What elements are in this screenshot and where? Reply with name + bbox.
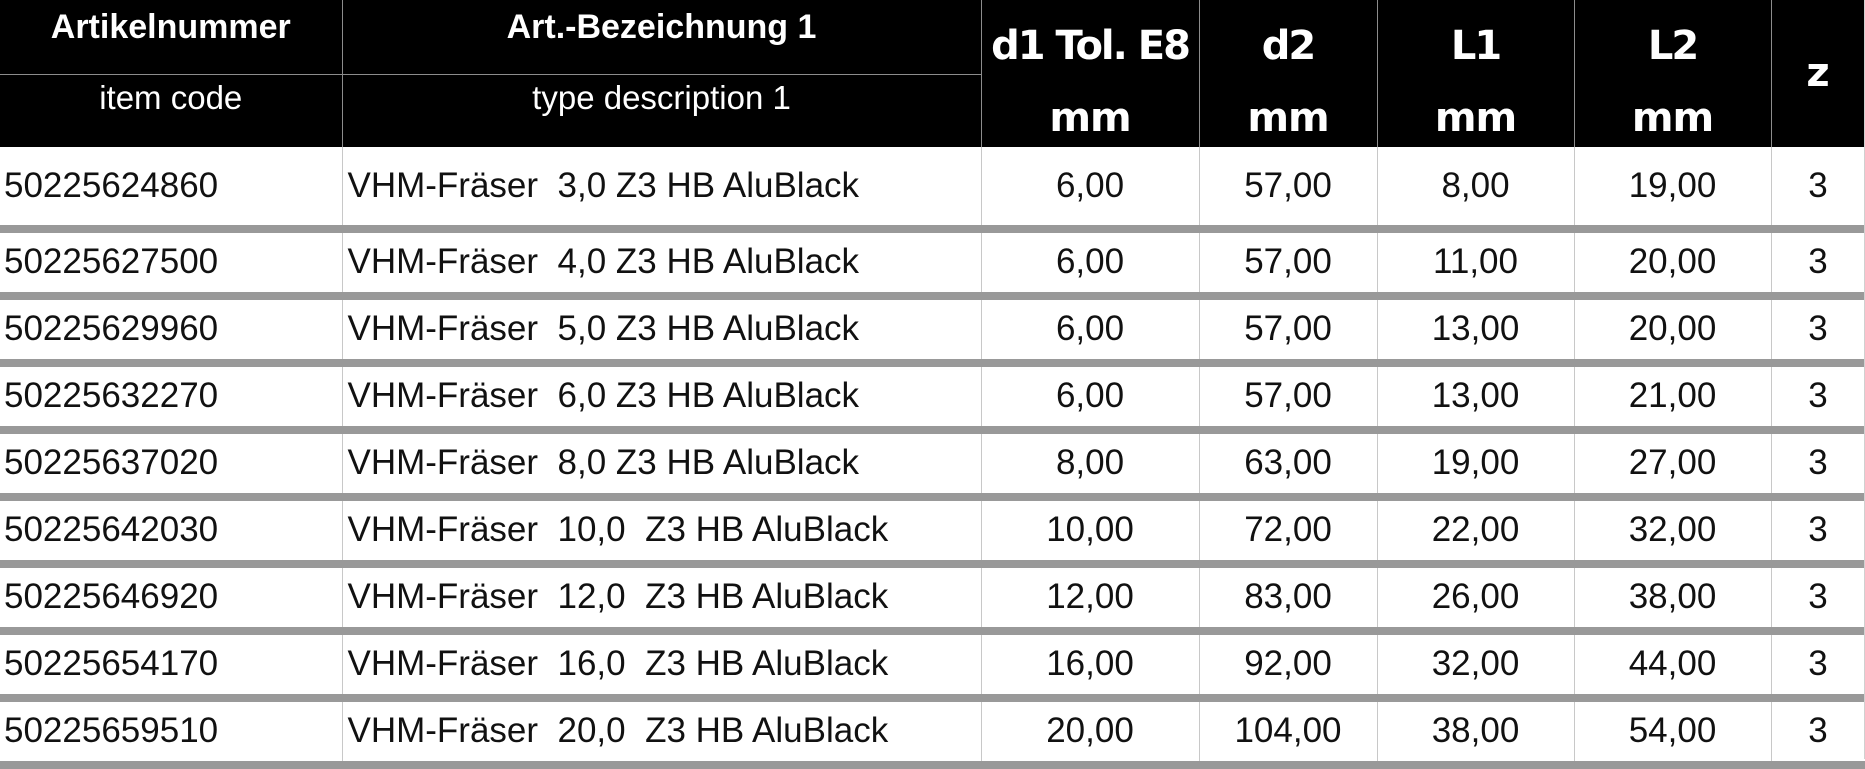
header-item-code-de: Artikelnummer — [0, 0, 342, 75]
cell-l2: 27,00 — [1573, 429, 1771, 501]
cell-z: 3 — [1770, 295, 1865, 367]
header-item-code-en: item code — [0, 74, 342, 147]
cell-l2: 44,00 — [1573, 630, 1771, 702]
cell-d2: 57,00 — [1198, 362, 1377, 434]
cell-l1: 13,00 — [1376, 295, 1574, 367]
cell-description: VHM-Fräser 20,0 Z3 HB AluBlack — [341, 697, 981, 769]
table-body: 50225624860 VHM-Fräser 3,0 Z3 HB AluBlac… — [0, 146, 1865, 769]
cell-z: 3 — [1770, 228, 1865, 300]
cell-item-code: 50225654170 — [0, 630, 342, 702]
table-row: 50225624860 VHM-Fräser 3,0 Z3 HB AluBlac… — [0, 146, 1865, 233]
cell-d2: 92,00 — [1198, 630, 1377, 702]
cell-l1: 38,00 — [1376, 697, 1574, 769]
cell-d1: 10,00 — [980, 496, 1199, 568]
table-row: 50225637020 VHM-Fräser 8,0 Z3 HB AluBlac… — [0, 429, 1865, 501]
cell-d2: 57,00 — [1198, 295, 1377, 367]
cell-z: 3 — [1770, 563, 1865, 635]
cell-d1: 6,00 — [980, 362, 1199, 434]
cell-l2: 38,00 — [1573, 563, 1771, 635]
cell-l1: 8,00 — [1376, 146, 1574, 233]
cell-d2: 104,00 — [1198, 697, 1377, 769]
table-row: 50225632270 VHM-Fräser 6,0 Z3 HB AluBlac… — [0, 362, 1865, 434]
cell-l1: 26,00 — [1376, 563, 1574, 635]
cell-d1: 6,00 — [980, 146, 1199, 233]
cell-l2: 20,00 — [1573, 295, 1771, 367]
cell-l1: 13,00 — [1376, 362, 1574, 434]
cell-description: VHM-Fräser 3,0 Z3 HB AluBlack — [341, 146, 981, 233]
header-description-en: type description 1 — [341, 74, 981, 147]
cell-l2: 54,00 — [1573, 697, 1771, 769]
header-d2: d2 — [1198, 0, 1377, 75]
cell-l2: 19,00 — [1573, 146, 1771, 233]
cell-z: 3 — [1770, 146, 1865, 233]
table-row: 50225654170 VHM-Fräser 16,0 Z3 HB AluBla… — [0, 630, 1865, 702]
cell-d2: 83,00 — [1198, 563, 1377, 635]
cell-l1: 19,00 — [1376, 429, 1574, 501]
cell-description: VHM-Fräser 10,0 Z3 HB AluBlack — [341, 496, 981, 568]
table-header: Artikelnummer Art.-Bezeichnung 1 d1 Tol.… — [0, 0, 1865, 147]
cell-z: 3 — [1770, 362, 1865, 434]
cell-l2: 20,00 — [1573, 228, 1771, 300]
header-l2: L2 — [1573, 0, 1771, 75]
header-l1-unit: mm — [1376, 74, 1574, 147]
cell-description: VHM-Fräser 4,0 Z3 HB AluBlack — [341, 228, 981, 300]
cell-d1: 16,00 — [980, 630, 1199, 702]
table-row: 50225629960 VHM-Fräser 5,0 Z3 HB AluBlac… — [0, 295, 1865, 367]
header-d2-unit: mm — [1198, 74, 1377, 147]
cell-d1: 12,00 — [980, 563, 1199, 635]
cell-item-code: 50225659510 — [0, 697, 342, 769]
header-z: z — [1770, 0, 1865, 147]
cell-l1: 32,00 — [1376, 630, 1574, 702]
cell-d1: 20,00 — [980, 697, 1199, 769]
cell-description: VHM-Fräser 6,0 Z3 HB AluBlack — [341, 362, 981, 434]
cell-d2: 57,00 — [1198, 228, 1377, 300]
cell-d1: 8,00 — [980, 429, 1199, 501]
header-l1: L1 — [1376, 0, 1574, 75]
cell-item-code: 50225632270 — [0, 362, 342, 434]
header-d1-unit: mm — [980, 74, 1199, 147]
cell-d1: 6,00 — [980, 295, 1199, 367]
cell-item-code: 50225629960 — [0, 295, 342, 367]
cell-description: VHM-Fräser 8,0 Z3 HB AluBlack — [341, 429, 981, 501]
cell-description: VHM-Fräser 12,0 Z3 HB AluBlack — [341, 563, 981, 635]
cell-l2: 32,00 — [1573, 496, 1771, 568]
cell-l1: 11,00 — [1376, 228, 1574, 300]
cell-item-code: 50225627500 — [0, 228, 342, 300]
table-row: 50225659510 VHM-Fräser 20,0 Z3 HB AluBla… — [0, 697, 1865, 769]
cell-item-code: 50225642030 — [0, 496, 342, 568]
cell-description: VHM-Fräser 5,0 Z3 HB AluBlack — [341, 295, 981, 367]
cell-d2: 63,00 — [1198, 429, 1377, 501]
header-l2-unit: mm — [1573, 74, 1771, 147]
cell-l2: 21,00 — [1573, 362, 1771, 434]
cell-item-code: 50225646920 — [0, 563, 342, 635]
header-d1: d1 Tol. E8 — [980, 0, 1199, 75]
cell-z: 3 — [1770, 630, 1865, 702]
cell-d2: 72,00 — [1198, 496, 1377, 568]
table-row: 50225627500 VHM-Fräser 4,0 Z3 HB AluBlac… — [0, 228, 1865, 300]
cell-z: 3 — [1770, 429, 1865, 501]
cell-z: 3 — [1770, 697, 1865, 769]
cell-description: VHM-Fräser 16,0 Z3 HB AluBlack — [341, 630, 981, 702]
cell-d2: 57,00 — [1198, 146, 1377, 233]
cell-l1: 22,00 — [1376, 496, 1574, 568]
header-description-de: Art.-Bezeichnung 1 — [341, 0, 981, 75]
cell-z: 3 — [1770, 496, 1865, 568]
cell-d1: 6,00 — [980, 228, 1199, 300]
table-row: 50225646920 VHM-Fräser 12,0 Z3 HB AluBla… — [0, 563, 1865, 635]
table-row: 50225642030 VHM-Fräser 10,0 Z3 HB AluBla… — [0, 496, 1865, 568]
cell-item-code: 50225624860 — [0, 146, 342, 233]
cell-item-code: 50225637020 — [0, 429, 342, 501]
